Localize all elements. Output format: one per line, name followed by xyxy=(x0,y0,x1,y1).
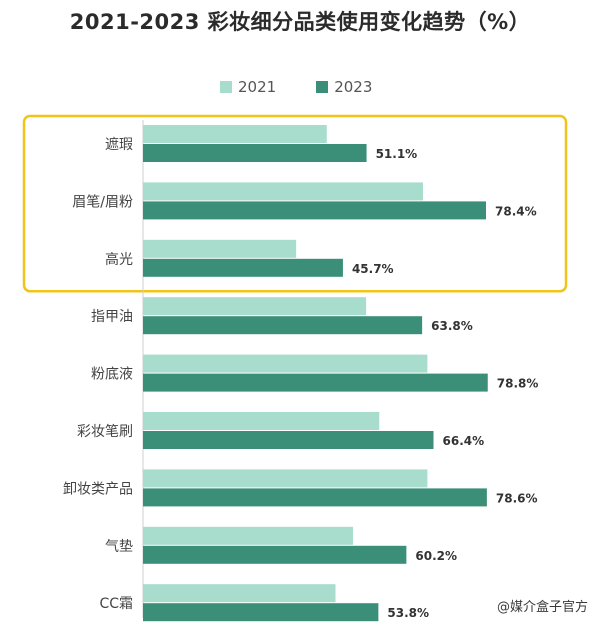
bar-2021-0 xyxy=(143,125,327,143)
legend-swatch-2023 xyxy=(316,81,329,93)
bar-2021-5 xyxy=(143,412,380,430)
bar-2021-6 xyxy=(143,469,428,488)
category-label-7: 气垫 xyxy=(105,539,133,555)
data-label-2023-6: 78.6% xyxy=(496,491,538,505)
chart-title: 2021-2023 彩妆细分品类使用变化趋势（%） xyxy=(69,10,531,34)
bar-2023-8 xyxy=(143,603,379,622)
legend-label-2021: 2021 xyxy=(238,78,277,96)
bar-2023-4 xyxy=(143,373,488,392)
bar-2021-7 xyxy=(143,526,353,545)
category-label-8: CC霜 xyxy=(99,596,133,612)
category-label-4: 粉底液 xyxy=(91,367,133,383)
bar-2023-3 xyxy=(143,316,423,335)
data-label-2023-5: 66.4% xyxy=(443,434,485,448)
category-label-6: 卸妆类产品 xyxy=(63,481,133,497)
bar-2021-3 xyxy=(143,297,367,316)
category-label-3: 指甲油 xyxy=(91,309,133,325)
legend-item-2021: 2021 xyxy=(220,78,276,96)
data-label-2023-0: 51.1% xyxy=(376,147,418,161)
bar-2023-7 xyxy=(143,545,407,564)
bar-2023-2 xyxy=(143,258,343,277)
category-label-5: 彩妆笔刷 xyxy=(77,424,133,440)
bar-2021-1 xyxy=(143,182,423,201)
data-label-2023-3: 63.8% xyxy=(431,319,473,333)
bar-2023-6 xyxy=(143,488,487,507)
legend-label-2023: 2023 xyxy=(334,78,373,96)
category-label-2: 高光 xyxy=(105,251,133,268)
legend-swatch-2021 xyxy=(220,81,232,93)
bar-2021-8 xyxy=(143,584,336,603)
data-label-2023-7: 60.2% xyxy=(415,549,457,563)
highlight-box xyxy=(22,114,568,293)
bar-2023-0 xyxy=(143,144,367,162)
legend-item-2023: 2023 xyxy=(316,78,372,96)
data-label-2023-8: 53.8% xyxy=(387,606,429,620)
data-label-2023-1: 78.4% xyxy=(495,204,537,218)
bar-2023-5 xyxy=(143,431,434,449)
bar-2021-2 xyxy=(143,239,297,258)
watermark: @媒介盒子官方 xyxy=(496,600,588,615)
legend: 2021 2023 xyxy=(220,77,412,97)
bar-2023-1 xyxy=(143,201,486,220)
bar-2021-4 xyxy=(143,354,428,373)
data-label-2023-4: 78.8% xyxy=(497,377,539,391)
data-label-2023-2: 45.7% xyxy=(352,262,394,276)
category-label-1: 眉笔/眉粉 xyxy=(72,194,133,210)
category-label-0: 遮瑕 xyxy=(105,137,133,153)
